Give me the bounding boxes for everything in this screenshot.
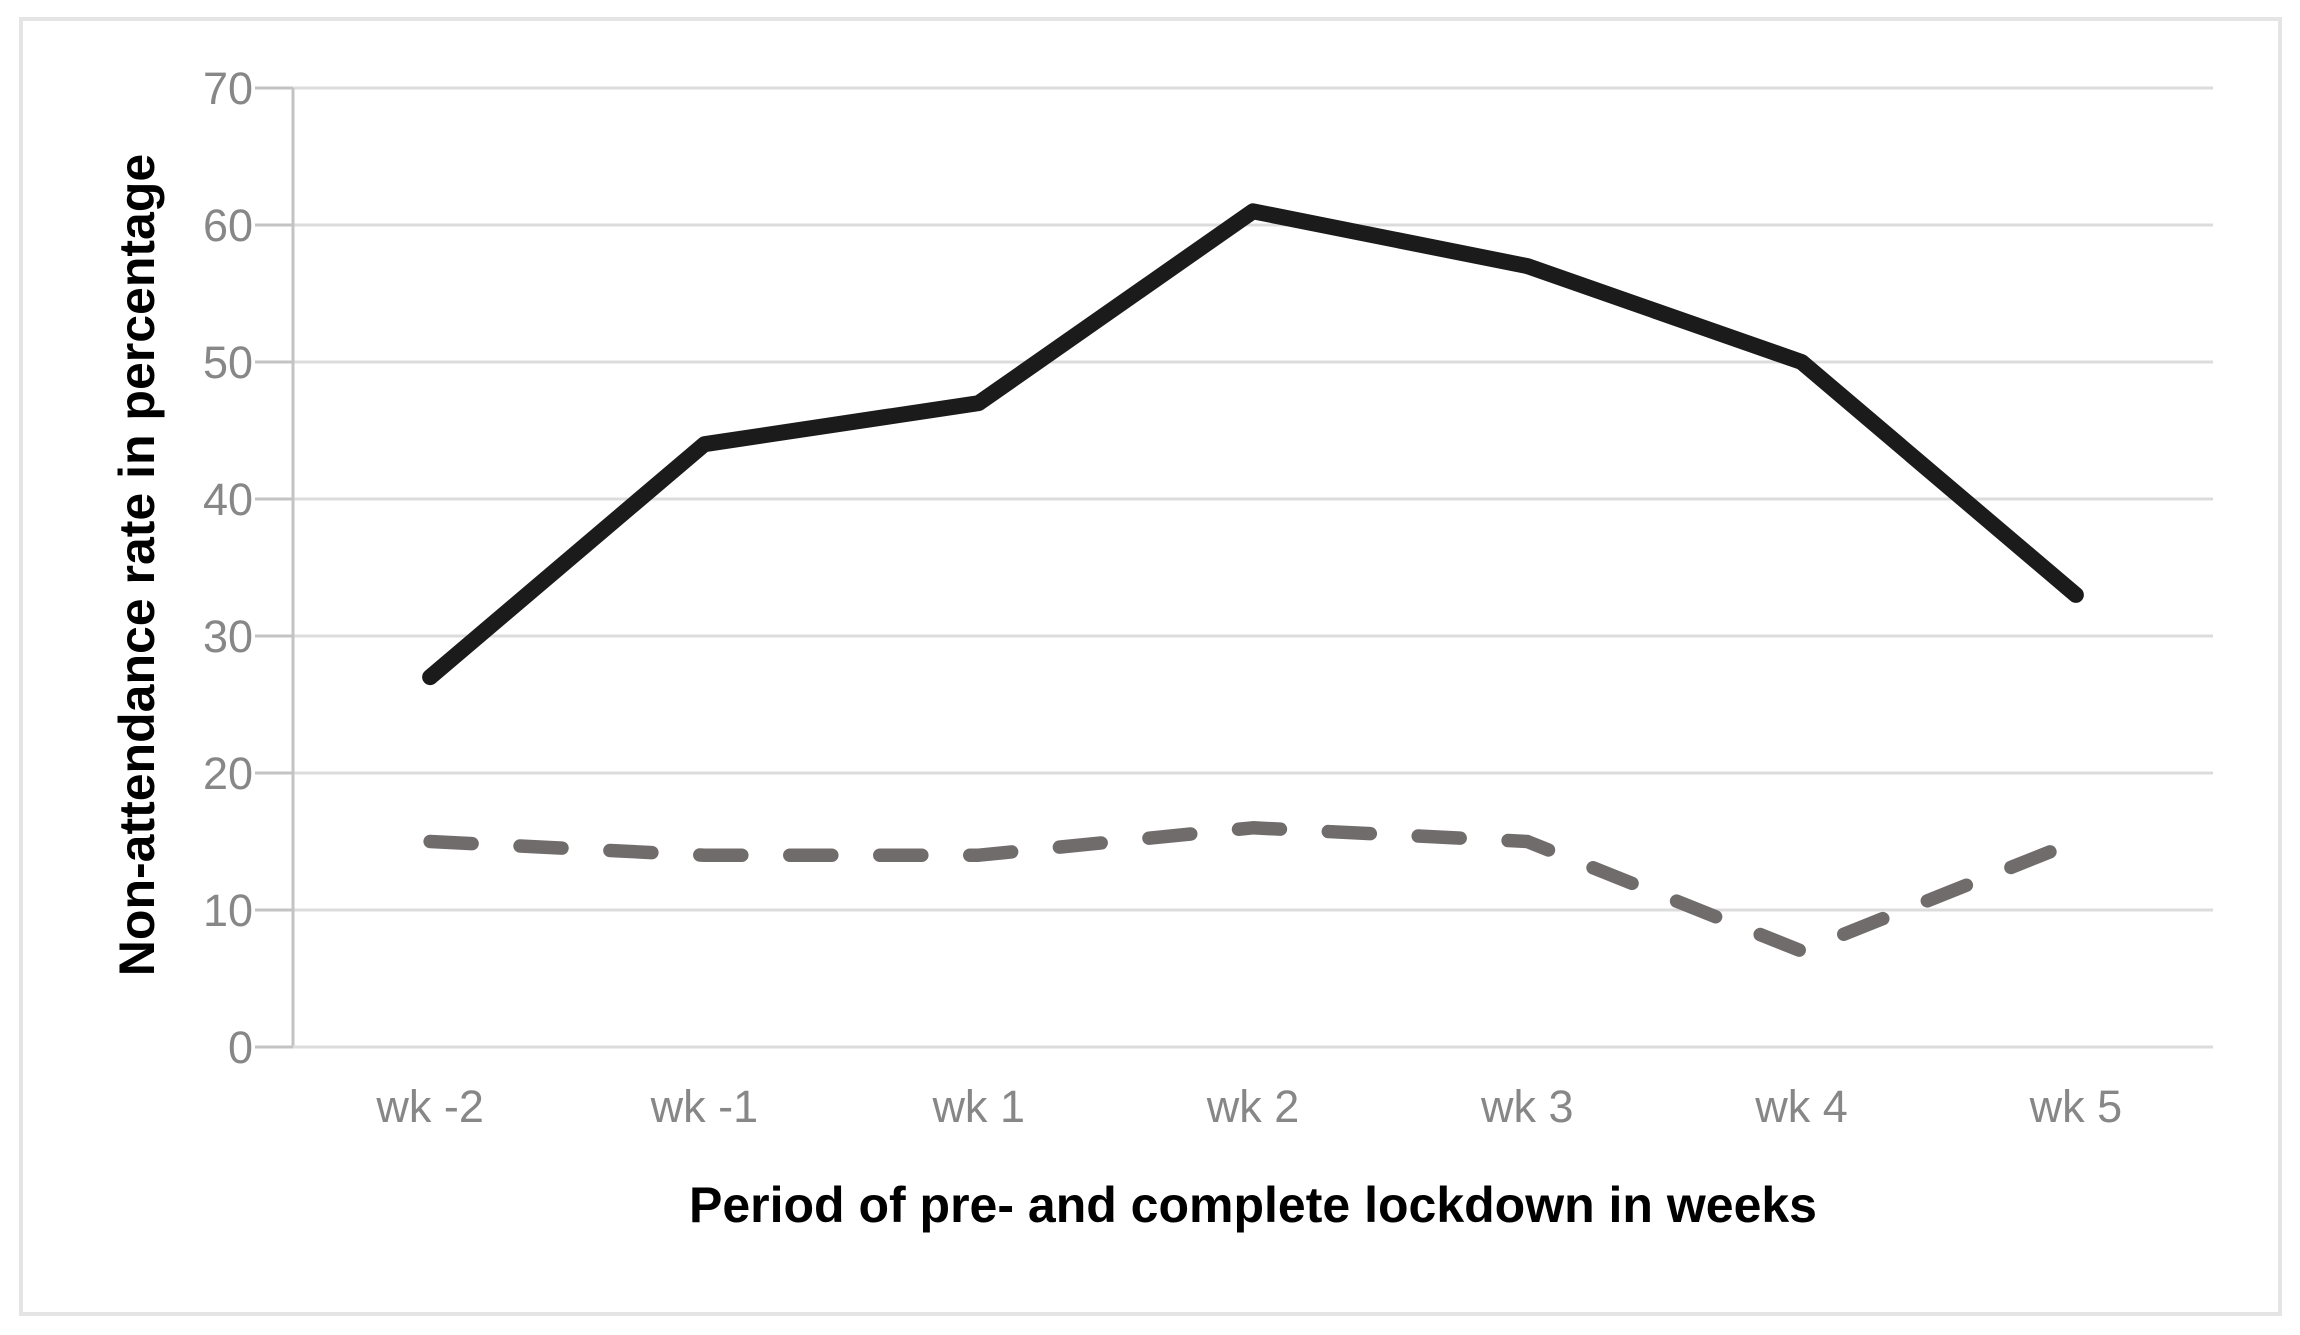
y-axis-tick-labels: 0 10 20 30 40 50 60 70: [203, 63, 253, 1073]
x-tick-label-4: wk 2: [1206, 1081, 1300, 1132]
y-tick-label-40: 40: [203, 474, 253, 525]
series-lines: [422, 203, 2084, 958]
series-dashed-line: [423, 821, 2083, 958]
y-tick-label-50: 50: [203, 337, 253, 388]
y-axis-title: Non-attendance rate in percentage: [109, 154, 165, 976]
y-tick-label-60: 60: [203, 200, 253, 251]
x-axis-title: Period of pre- and complete lockdown in …: [689, 1177, 1817, 1233]
x-tick-label-7: wk 5: [2029, 1081, 2123, 1132]
y-tick-label-10: 10: [203, 885, 253, 936]
y-tick-label-70: 70: [203, 63, 253, 114]
axes: [255, 86, 2213, 1049]
x-tick-label-2: wk -1: [650, 1081, 759, 1132]
chart-border: [19, 17, 2282, 1316]
x-tick-label-3: wk 1: [931, 1081, 1025, 1132]
y-tick-label-0: 0: [228, 1022, 253, 1073]
x-tick-label-6: wk 4: [1754, 1081, 1848, 1132]
gridlines: [293, 86, 2213, 912]
y-tick-label-30: 30: [203, 611, 253, 662]
x-tick-label-5: wk 3: [1480, 1081, 1574, 1132]
series-solid-line: [422, 203, 2084, 686]
x-tick-label-1: wk -2: [375, 1081, 484, 1132]
x-axis-tick-labels: wk -2 wk -1 wk 1 wk 2 wk 3 wk 4 wk 5: [375, 1081, 2122, 1132]
y-tick-label-20: 20: [203, 748, 253, 799]
